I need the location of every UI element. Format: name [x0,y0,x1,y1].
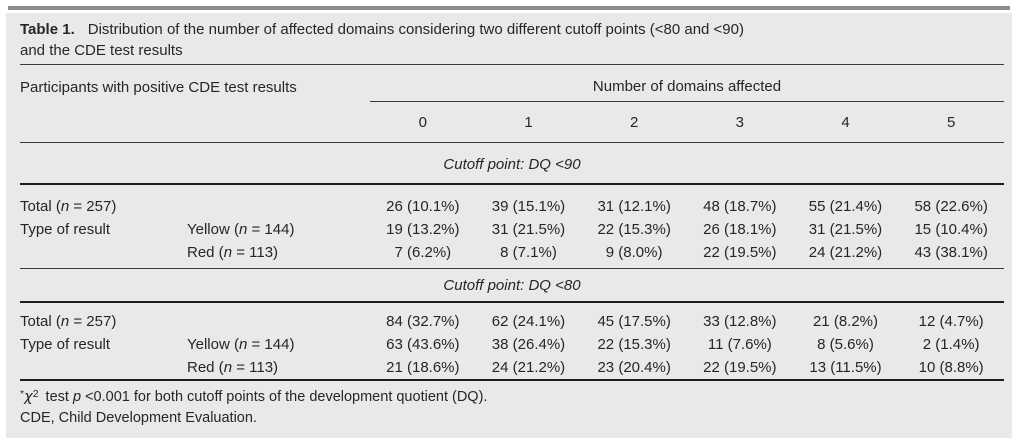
data-cell: 26 (18.1%) [703,221,777,238]
data-cell: 58 (22.6%) [914,198,988,215]
column-header-1: 1 [524,113,533,131]
domains-header-group: Number of domains affected 0 1 2 3 4 5 [370,65,1004,142]
column-header-5: 5 [946,113,956,131]
data-cell: 11 (7.6%) [707,336,772,353]
section-heading-dq80: Cutoff point: DQ <80 [20,269,1004,303]
row-sublabel: Red (n = 113) [187,359,279,376]
column-header-2: 2 [629,113,639,131]
data-cell: 21 (18.6%) [386,359,460,376]
data-cell: 45 (17.5%) [597,313,671,330]
column-header-3: 3 [735,113,744,131]
data-cell: 9 (8.0%) [605,244,663,261]
table-number: Table 1. [20,21,75,38]
section-rows-dq90: Total (n = 257) 26 (10.1%) 39 (15.1%) 31… [20,185,1004,269]
p-symbol: p [72,389,82,405]
row-sublabel: Yellow (n = 144) [187,221,295,238]
table-row: Type of result Yellow (n = 144) 19 (13.2… [20,218,1004,241]
row-label: Total (n = 257) [20,313,117,330]
row-sublabel: Red (n = 113) [187,244,279,261]
column-header-4: 4 [841,113,850,131]
table-caption: Table 1. Distribution of the number of af… [20,13,1004,65]
data-cell: 31 (21.5%) [491,221,566,238]
asterisk-superscript: * [20,388,25,400]
data-cell: 33 (12.8%) [703,313,777,330]
page-top-rule [8,6,1010,10]
stub-header: Participants with positive CDE test resu… [20,79,297,96]
row-label: Type of result [20,336,111,353]
data-cell: 48 (18.7%) [703,198,777,215]
data-cell: 55 (21.4%) [808,198,883,215]
data-cell: 12 (4.7%) [918,313,984,330]
data-cell: 62 (24.1%) [491,313,566,330]
data-cell: 39 (15.1%) [491,198,566,215]
row-sublabel: Yellow (n = 144) [187,336,295,353]
domains-group-label: Number of domains affected [370,65,1004,102]
data-cell: 8 (5.6%) [817,336,874,353]
data-cell: 31 (12.1%) [597,198,671,215]
data-cell: 22 (19.5%) [703,359,777,376]
data-cell: 63 (43.6%) [386,336,460,353]
data-cell: 24 (21.2%) [808,244,883,261]
table-header: Participants with positive CDE test resu… [20,65,1004,143]
table-row: Red (n = 113) 21 (18.6%) 24 (21.2%) 23 (… [20,356,1004,379]
table-row: Type of result Yellow (n = 144) 63 (43.6… [20,333,1004,356]
section-heading-dq90: Cutoff point: DQ <90 [20,143,1004,185]
data-cell: 15 (10.4%) [914,221,988,238]
data-cell: 84 (32.7%) [386,313,460,330]
data-cell: 10 (8.8%) [918,359,984,376]
table-row: Total (n = 257) 26 (10.1%) 39 (15.1%) 31… [20,195,1004,218]
data-cell: 22 (15.3%) [597,221,671,238]
row-label: Total (n = 257) [20,198,117,215]
table-panel: Table 1. Distribution of the number of af… [6,13,1012,438]
footnote-cde-abbreviation: CDE, Child Development Evaluation. [20,410,257,426]
domain-count-columns: 0 1 2 3 4 5 [370,102,1004,142]
data-cell: 22 (15.3%) [597,336,671,353]
column-header-0: 0 [418,113,427,131]
table-row: Red (n = 113) 7 (6.2%) 8 (7.1%) 9 (8.0%)… [20,241,1004,264]
data-cell: 13 (11.5%) [809,359,882,376]
data-cell: 22 (19.5%) [703,244,777,261]
data-cell: 23 (20.4%) [597,359,671,376]
table-row: Total (n = 257) 84 (32.7%) 62 (24.1%) 45… [20,310,1004,333]
chi-exponent: 2 [32,388,39,400]
data-cell: 38 (26.4%) [491,336,566,353]
data-cell: 8 (7.1%) [500,244,557,261]
data-cell: 43 (38.1%) [914,244,988,261]
table-footnotes: *χ2 test p <0.001 for both cutoff points… [20,381,1004,429]
data-cell: 31 (21.5%) [808,221,883,238]
table-caption-line1: Distribution of the number of affected d… [87,21,744,38]
data-cell: 24 (21.2%) [491,359,566,376]
data-cell: 21 (8.2%) [812,313,879,330]
data-cell: 19 (13.2%) [386,221,460,238]
data-cell: 7 (6.2%) [394,244,452,261]
footnote-chi-square: *χ2 test p <0.001 for both cutoff points… [20,388,488,405]
table-caption-line2: and the CDE test results [20,42,183,59]
chi-symbol: χ [24,389,33,405]
section-rows-dq80: Total (n = 257) 84 (32.7%) 62 (24.1%) 45… [20,303,1004,381]
data-cell: 2 (1.4%) [922,336,980,353]
row-label: Type of result [20,221,111,238]
data-cell: 26 (10.1%) [386,198,460,215]
